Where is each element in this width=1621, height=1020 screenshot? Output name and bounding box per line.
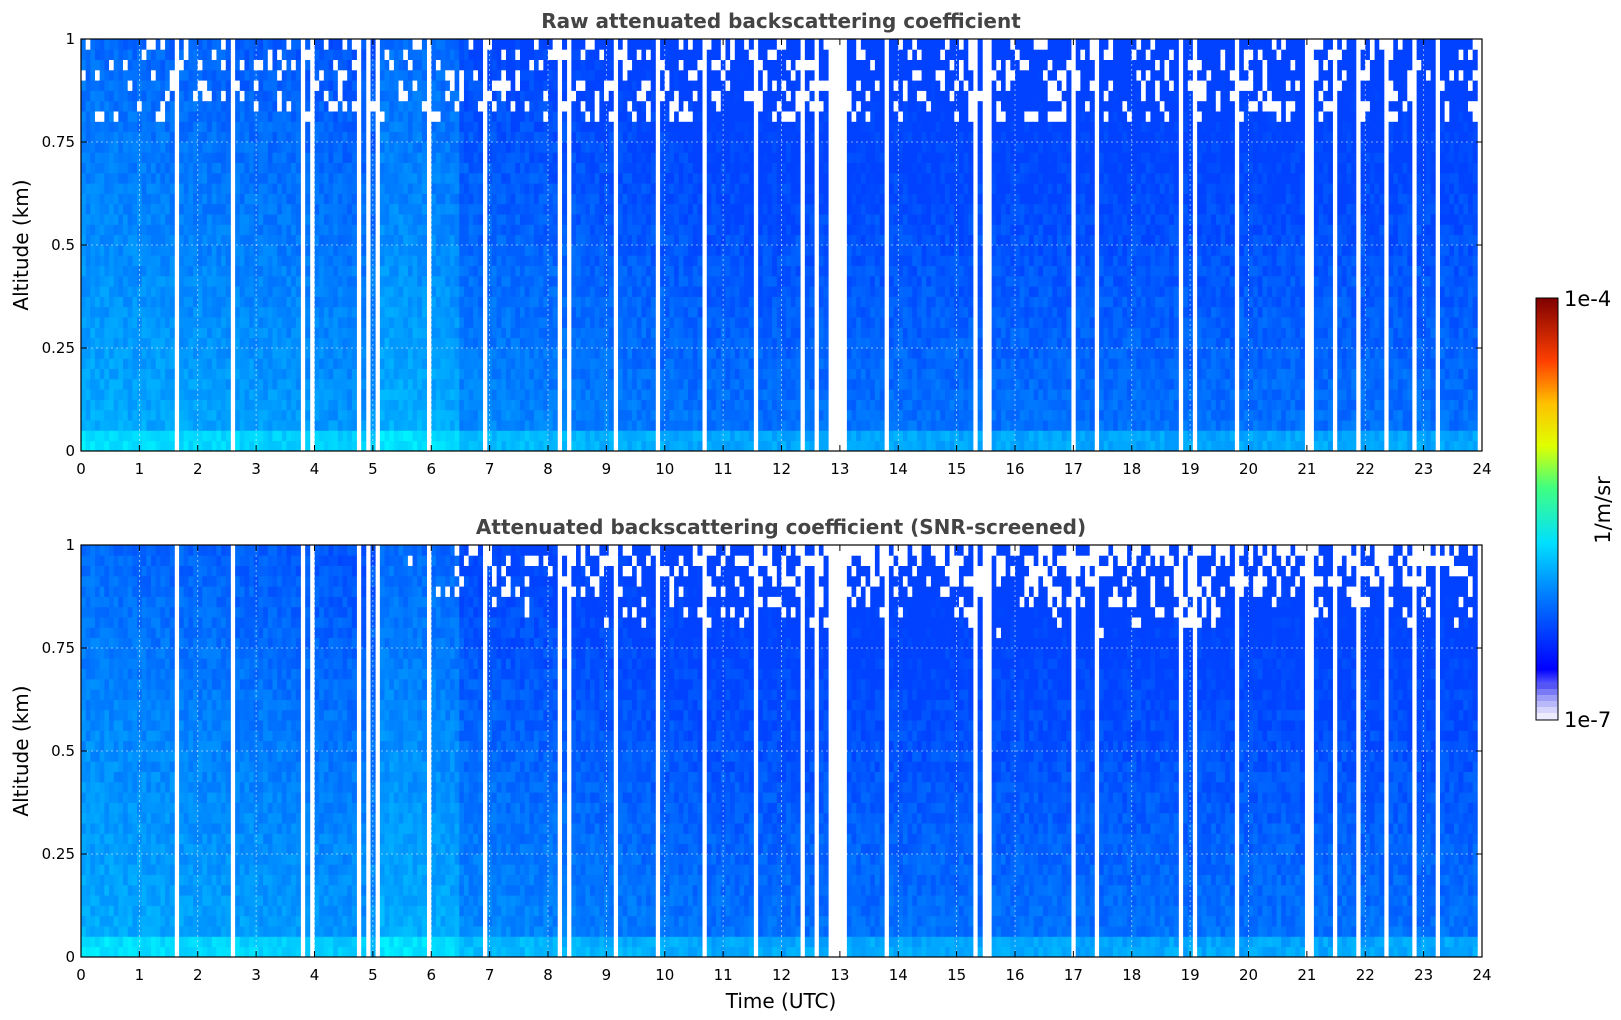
x-tick-label: 6 (426, 460, 436, 478)
x-tick-label: 5 (368, 966, 378, 984)
x-tick-label: 20 (1239, 460, 1258, 478)
colorbar-max-label: 1e-4 (1564, 287, 1611, 311)
colorbar-band (1537, 689, 1557, 695)
x-tick-label: 0 (76, 460, 86, 478)
x-tick-label: 16 (1005, 460, 1024, 478)
x-tick-label: 1 (135, 966, 145, 984)
x-axis: 0 1 2 3 4 5 6 7 8 9 10 11 12 13 14 15 16 17 18 19 20 21 22 23 24 (76, 545, 1492, 984)
x-tick-label: 12 (772, 966, 791, 984)
colorbar: 1e-4 1e-7 1/m/sr (1535, 287, 1615, 732)
x-axis: 0 1 2 3 4 5 6 7 8 9 10 11 12 13 14 15 16 17 18 19 20 21 22 23 24 (76, 39, 1492, 478)
x-tick-label: 6 (426, 966, 436, 984)
x-tick-label: 17 (1064, 460, 1083, 478)
colorbar-band (1537, 683, 1557, 689)
x-tick-label: 23 (1414, 966, 1433, 984)
x-tick-label: 16 (1005, 966, 1024, 984)
heatmap-image (81, 39, 1482, 451)
x-axis-label: Time (UTC) (725, 989, 837, 1013)
x-tick-label: 0 (76, 966, 86, 984)
colorbar-band (1537, 713, 1557, 719)
x-tick-label: 23 (1414, 460, 1433, 478)
gridlines (81, 39, 1482, 451)
x-tick-label: 17 (1064, 966, 1083, 984)
colorbar-min-label: 1e-7 (1564, 708, 1611, 732)
x-tick-label: 9 (602, 460, 612, 478)
colorbar-band (1537, 701, 1557, 707)
x-tick-label: 22 (1356, 460, 1375, 478)
x-tick-label: 5 (368, 460, 378, 478)
x-tick-label: 14 (889, 460, 908, 478)
x-tick-label: 18 (1122, 460, 1141, 478)
y-tick-label: 0.25 (42, 845, 75, 863)
x-tick-label: 19 (1181, 460, 1200, 478)
x-tick-label: 15 (947, 460, 966, 478)
x-tick-label: 7 (485, 966, 495, 984)
raw-backscatter-panel: Raw attenuated backscattering coefficien… (9, 9, 1492, 478)
y-tick-label: 1 (65, 30, 75, 48)
x-tick-label: 12 (772, 460, 791, 478)
y-tick-label: 0 (65, 948, 75, 966)
x-tick-label: 4 (310, 460, 320, 478)
x-tick-label: 21 (1297, 460, 1316, 478)
x-tick-label: 3 (251, 460, 261, 478)
colorbar-band (1537, 695, 1557, 701)
y-tick-label: 0.25 (42, 339, 75, 357)
colorbar-unit-label: 1/m/sr (1591, 476, 1615, 544)
x-tick-label: 22 (1356, 966, 1375, 984)
y-axis: 0 0.25 0.5 0.75 1 (42, 536, 1482, 966)
x-tick-label: 8 (543, 966, 553, 984)
x-tick-label: 19 (1181, 966, 1200, 984)
colorbar-band (1537, 707, 1557, 713)
x-tick-label: 21 (1297, 966, 1316, 984)
x-tick-label: 9 (602, 966, 612, 984)
y-axis: 0 0.25 0.5 0.75 1 (42, 30, 1482, 460)
panel-title: Raw attenuated backscattering coefficien… (541, 9, 1021, 33)
x-tick-label: 14 (889, 966, 908, 984)
y-tick-label: 0.75 (42, 133, 75, 151)
x-tick-label: 1 (135, 460, 145, 478)
x-tick-label: 2 (193, 460, 203, 478)
x-tick-label: 13 (830, 966, 849, 984)
y-tick-label: 0 (65, 442, 75, 460)
x-tick-label: 18 (1122, 966, 1141, 984)
y-axis-label: Altitude (km) (9, 685, 33, 816)
y-tick-label: 0.75 (42, 639, 75, 657)
x-tick-label: 15 (947, 966, 966, 984)
colorbar-gradient (1535, 297, 1559, 721)
x-tick-label: 7 (485, 460, 495, 478)
panel-title: Attenuated backscattering coefficient (S… (476, 515, 1086, 539)
x-tick-label: 3 (251, 966, 261, 984)
x-tick-label: 20 (1239, 966, 1258, 984)
x-tick-label: 2 (193, 966, 203, 984)
gridlines (81, 545, 1482, 957)
x-tick-label: 24 (1472, 460, 1491, 478)
y-tick-label: 0.5 (51, 236, 75, 254)
x-tick-label: 24 (1472, 966, 1491, 984)
x-tick-label: 4 (310, 966, 320, 984)
screened-backscatter-panel: Attenuated backscattering coefficient (S… (9, 515, 1492, 1013)
x-tick-label: 11 (714, 966, 733, 984)
y-axis-label: Altitude (km) (9, 179, 33, 310)
x-tick-label: 11 (714, 460, 733, 478)
x-tick-label: 8 (543, 460, 553, 478)
x-tick-label: 13 (830, 460, 849, 478)
y-tick-label: 1 (65, 536, 75, 554)
y-tick-label: 0.5 (51, 742, 75, 760)
x-tick-label: 10 (655, 460, 674, 478)
x-tick-label: 10 (655, 966, 674, 984)
